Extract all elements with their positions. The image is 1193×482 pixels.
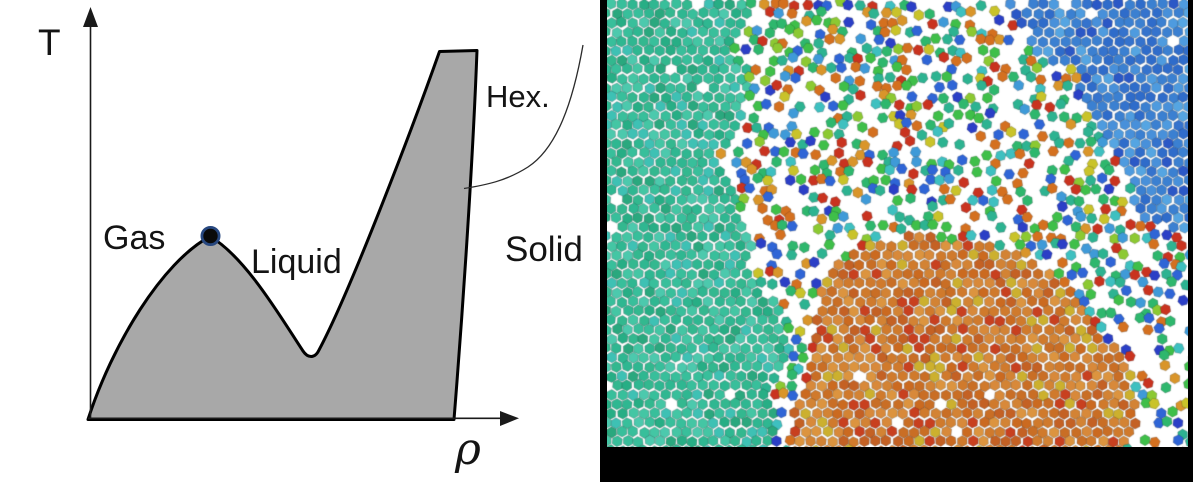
x-axis-label: ρ [454, 424, 481, 475]
simulation-snapshot [607, 0, 1188, 447]
gas-label: Gas [103, 219, 165, 257]
coexistence-region [86, 49, 479, 421]
y-axis-arrow-icon [83, 7, 98, 27]
solid-label: Solid [505, 230, 583, 269]
phase-diagram-svg: T ρ Gas Liquid Hex. Solid [38, 7, 584, 475]
x-axis-arrow-icon [500, 411, 519, 426]
simulation-panel [600, 0, 1193, 482]
critical-point [200, 225, 221, 246]
y-axis-label: T [38, 22, 61, 63]
phase-diagram-panel: T ρ Gas Liquid Hex. Solid [38, 7, 584, 475]
liquid-label: Liquid [251, 243, 342, 281]
hexatic-solid-boundary [463, 44, 584, 190]
hexatic-label: Hex. [486, 79, 550, 114]
